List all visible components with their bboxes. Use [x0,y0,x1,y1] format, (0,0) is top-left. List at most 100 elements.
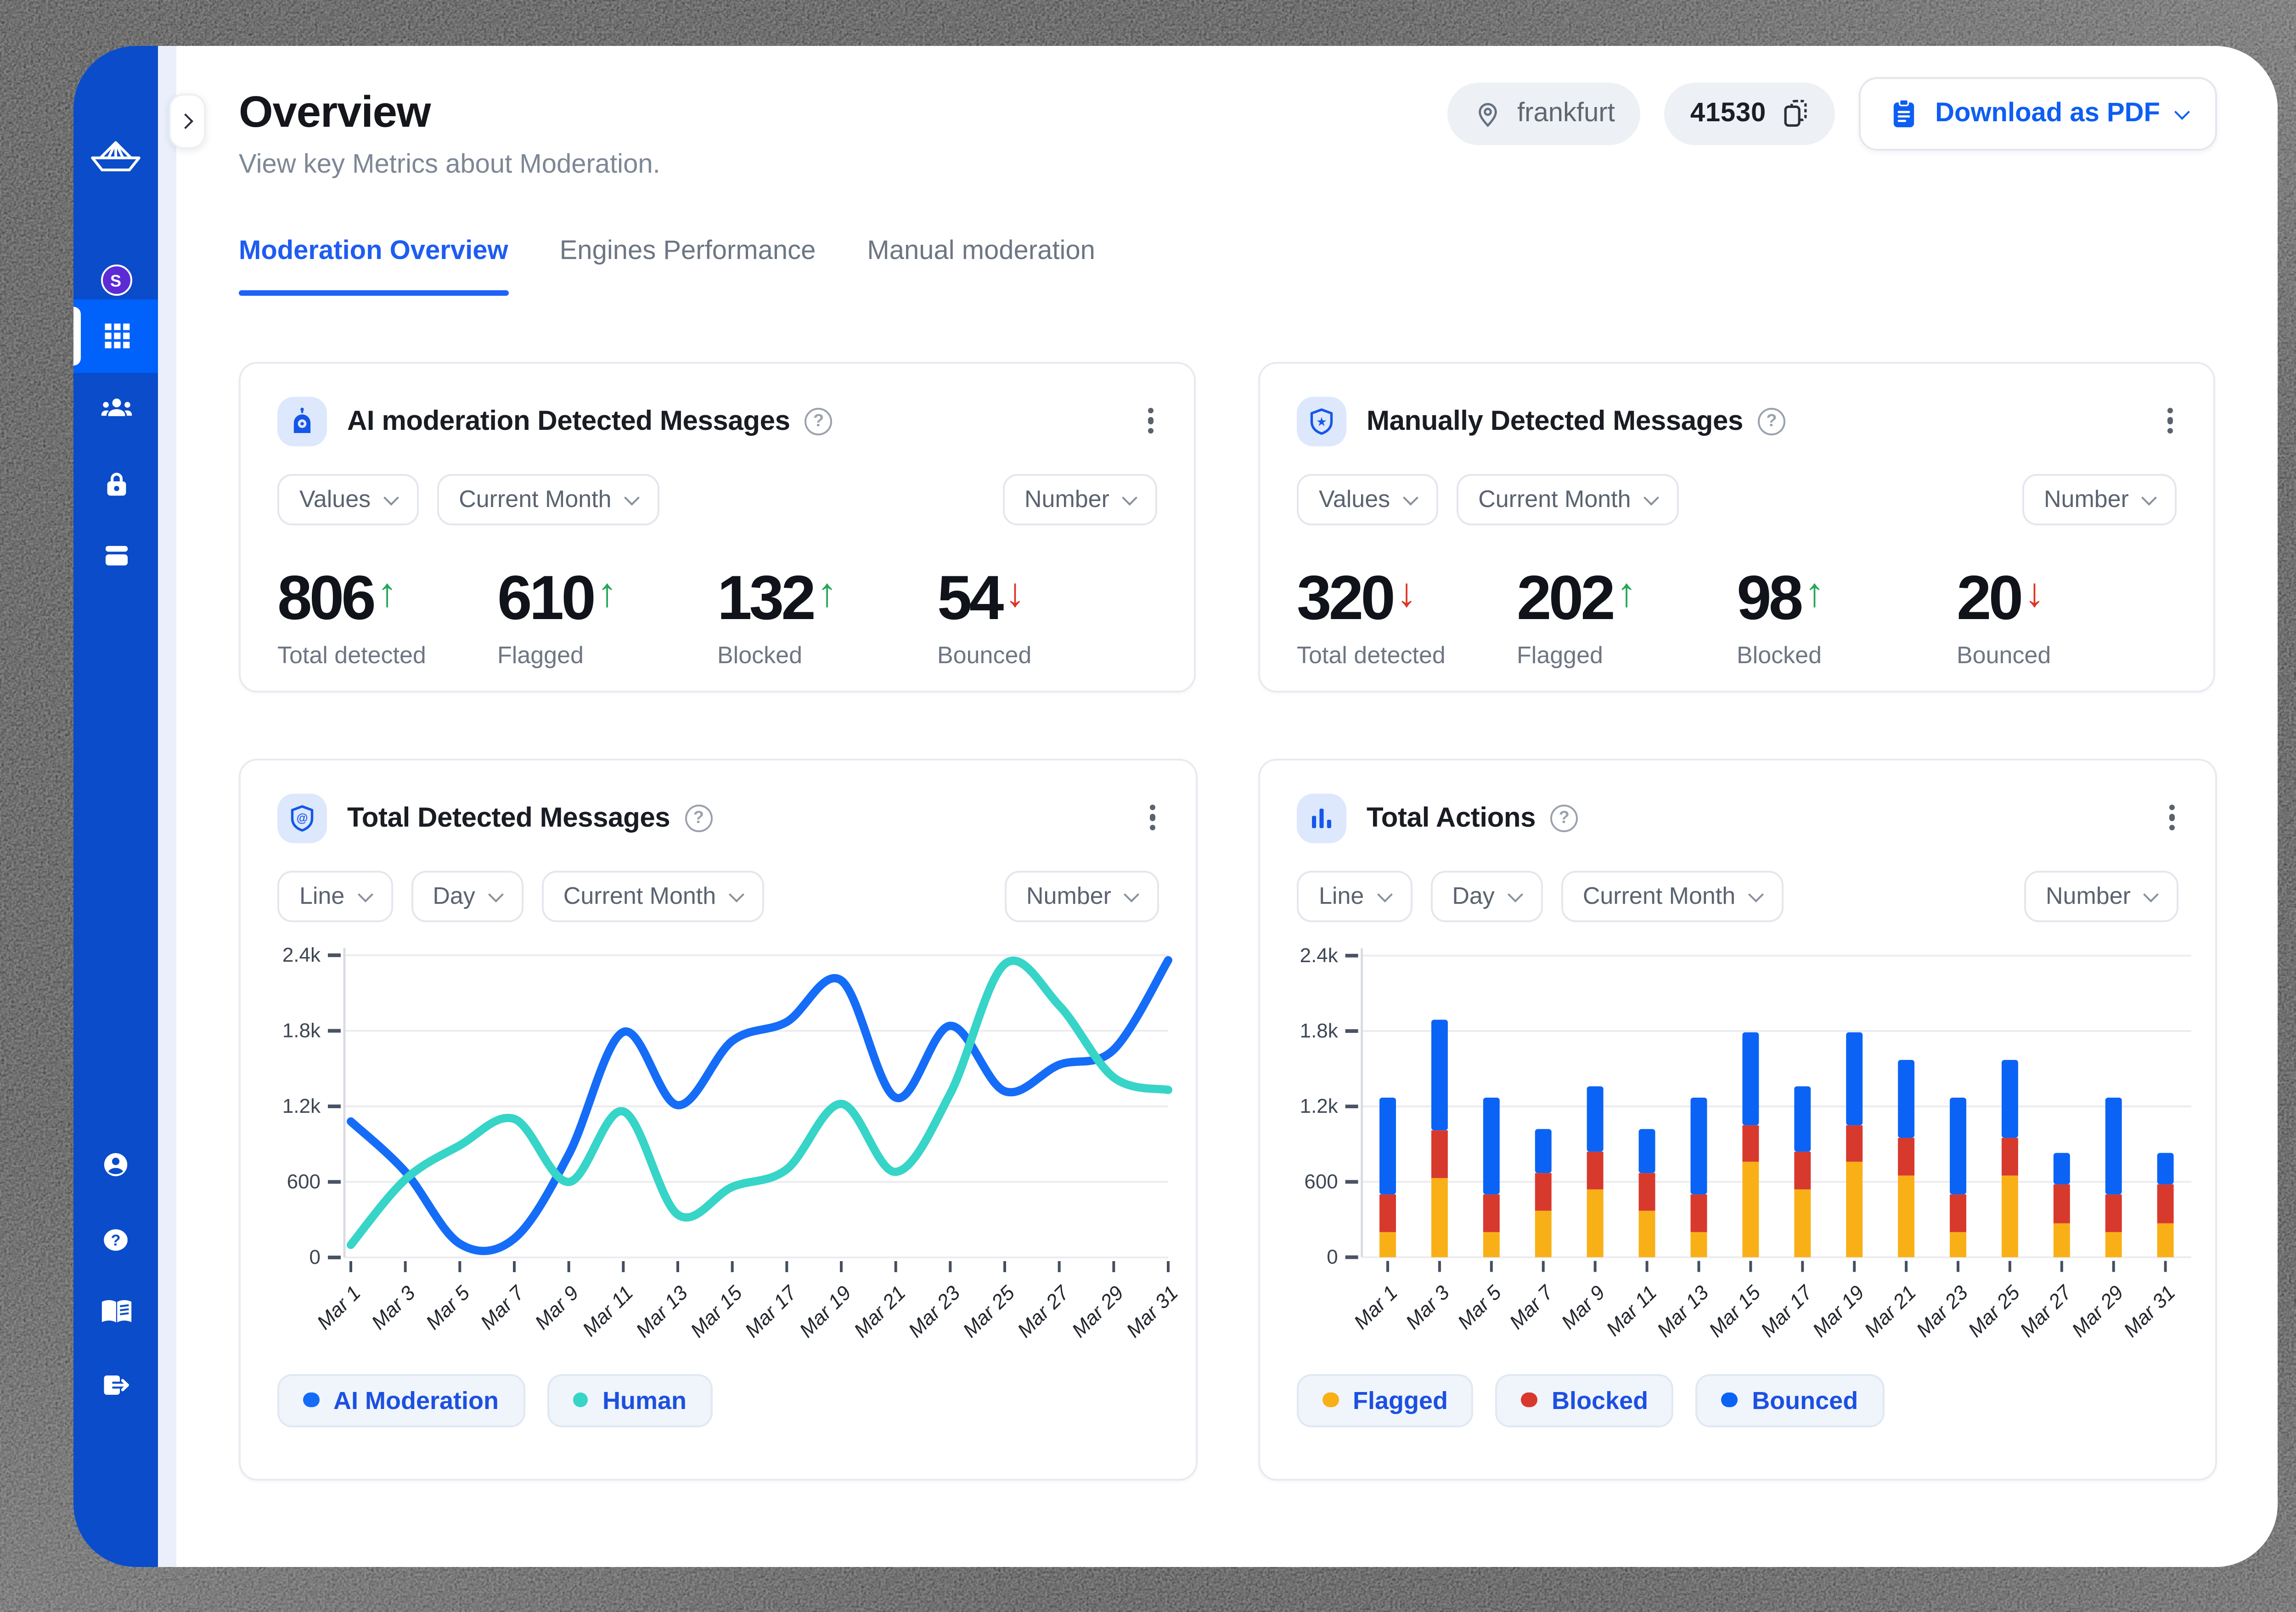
help-icon[interactable]: ? [1550,804,1578,831]
card-header: @ Total Detected Messages ? [241,760,1196,842]
legend-blocked[interactable]: Blocked [1496,1373,1674,1426]
svg-text:Mar 3: Mar 3 [1401,1280,1454,1332]
svg-text:Mar 1: Mar 1 [1350,1280,1402,1333]
svg-text:Mar 29: Mar 29 [1068,1280,1128,1341]
robot-icon [277,396,327,445]
card-title: Total Detected Messages [347,802,670,833]
page-subtitle: View key Metrics about Moderation. [239,150,660,179]
svg-text:Mar 27: Mar 27 [2016,1280,2077,1341]
svg-text:Mar 23: Mar 23 [1912,1280,1973,1341]
app-id-pill[interactable]: 41530 [1664,82,1835,144]
chevron-down-icon [2174,103,2190,119]
card-title: Manually Detected Messages [1367,405,1743,436]
stat-blocked: 98 ↑ Blocked [1737,563,1825,668]
format-select[interactable]: Number [2024,870,2178,921]
help-icon[interactable]: ? [685,804,713,831]
svg-text:Mar 17: Mar 17 [1756,1280,1817,1341]
sidebar-item-help[interactable]: ? [73,1202,158,1276]
kebab-menu[interactable] [2160,400,2180,441]
period-select[interactable]: Current Month [437,473,659,524]
stat-bounced: 54 ↓ Bounced [937,563,1032,668]
legend-dot [1521,1392,1537,1408]
svg-text:Mar 11: Mar 11 [578,1280,637,1340]
workspace-avatar[interactable]: S [73,243,158,317]
card-manually-detected: ★ Manually Detected Messages ? Values Cu… [1258,361,2215,692]
sidebar-item-account[interactable] [73,1127,158,1201]
sidebar-item-logout[interactable] [73,1347,158,1421]
card-title: Total Actions [1367,802,1536,833]
legend-flagged[interactable]: Flagged [1297,1373,1474,1426]
bar-chart-legend: Flagged Blocked Bounced [1297,1373,1884,1426]
svg-text:Mar 31: Mar 31 [1122,1280,1182,1341]
brand-logo[interactable] [73,126,158,188]
format-select[interactable]: Number [1004,870,1159,921]
legend-dot [1722,1392,1738,1408]
legend-human[interactable]: Human [546,1373,713,1426]
svg-text:Mar 1: Mar 1 [313,1280,365,1333]
period-select[interactable]: Current Month [1560,870,1784,921]
help-icon: ? [104,1228,128,1250]
svg-text:?: ? [111,1231,120,1248]
svg-text:Mar 13: Mar 13 [1653,1280,1713,1341]
values-select[interactable]: Values [1297,473,1438,524]
main-content: Overview View key Metrics about Moderati… [169,45,2278,1566]
stat-bounced: 20 ↓ Bounced [1957,563,2051,668]
legend-bounced[interactable]: Bounced [1696,1373,1884,1426]
download-pdf-button[interactable]: Download as PDF [1858,76,2217,150]
format-select[interactable]: Number [1002,473,1157,524]
avatar: S [100,265,131,296]
region-pill[interactable]: frankfurt [1447,82,1641,144]
svg-text:Mar 3: Mar 3 [367,1280,420,1333]
lock-icon [106,473,125,496]
help-icon[interactable]: ? [805,407,833,434]
values-select[interactable]: Values [277,473,419,524]
svg-text:Mar 23: Mar 23 [904,1280,965,1341]
period-select[interactable]: Current Month [1456,473,1679,524]
card-header: ★ Manually Detected Messages ? [1260,363,2213,445]
svg-text:★: ★ [1316,414,1327,428]
help-icon[interactable]: ? [1757,407,1785,434]
location-pin-icon [1479,102,1497,126]
svg-text:Mar 21: Mar 21 [850,1280,910,1341]
chart-type-select[interactable]: Line [1297,870,1412,921]
kebab-menu[interactable] [1142,797,1163,838]
svg-text:1.8k: 1.8k [282,1019,321,1041]
card-filters: Line Day Current Month Number [241,870,1196,921]
sidebar-item-dashboard[interactable] [73,299,158,372]
sidebar-item-billing[interactable] [73,519,158,592]
chevron-right-icon [178,113,193,128]
tab-manual-moderation[interactable]: Manual moderation [867,236,1095,265]
svg-text:1.2k: 1.2k [282,1094,321,1116]
svg-text:Mar 5: Mar 5 [1453,1280,1506,1332]
period-select[interactable]: Current Month [541,870,764,921]
tab-engines-performance[interactable]: Engines Performance [559,236,816,265]
sidebar-item-users[interactable] [73,372,158,445]
svg-text:Mar 5: Mar 5 [422,1280,474,1333]
granularity-select[interactable]: Day [1430,870,1542,921]
card-total-detected-messages: @ Total Detected Messages ? Line Day Cur… [239,758,1198,1480]
sidebar-item-docs[interactable] [73,1274,158,1347]
tab-bar: Moderation Overview Engines Performance … [239,236,1095,295]
kebab-menu[interactable] [1140,400,1161,441]
sidebar-collapse-button[interactable] [169,93,206,148]
legend-dot [1322,1392,1338,1408]
stats-row: 320 ↓ Total detected 202 ↑ Flagged 98 ↑ Blo… [1260,565,2213,668]
card-total-actions: Total Actions ? Line Day Current Month N… [1258,758,2217,1480]
svg-text:1.8k: 1.8k [1300,1019,1339,1041]
granularity-select[interactable]: Day [411,870,523,921]
legend-ai-moderation[interactable]: AI Moderation [277,1373,524,1426]
bar-chart-icon [1297,793,1346,842]
format-select[interactable]: Number [2022,473,2177,524]
tab-moderation-overview[interactable]: Moderation Overview [239,236,508,295]
svg-text:Mar 21: Mar 21 [1860,1280,1920,1341]
sidebar-item-permissions[interactable] [73,449,158,523]
kebab-menu[interactable] [2161,797,2182,838]
sidebar: S [73,45,158,1566]
svg-text:2.4k: 2.4k [282,943,321,965]
chart-type-select[interactable]: Line [277,870,393,921]
svg-text:Mar 11: Mar 11 [1602,1280,1661,1340]
app-id-value: 41530 [1690,98,1767,128]
svg-text:Mar 13: Mar 13 [632,1280,692,1341]
svg-text:Mar 17: Mar 17 [741,1280,802,1341]
